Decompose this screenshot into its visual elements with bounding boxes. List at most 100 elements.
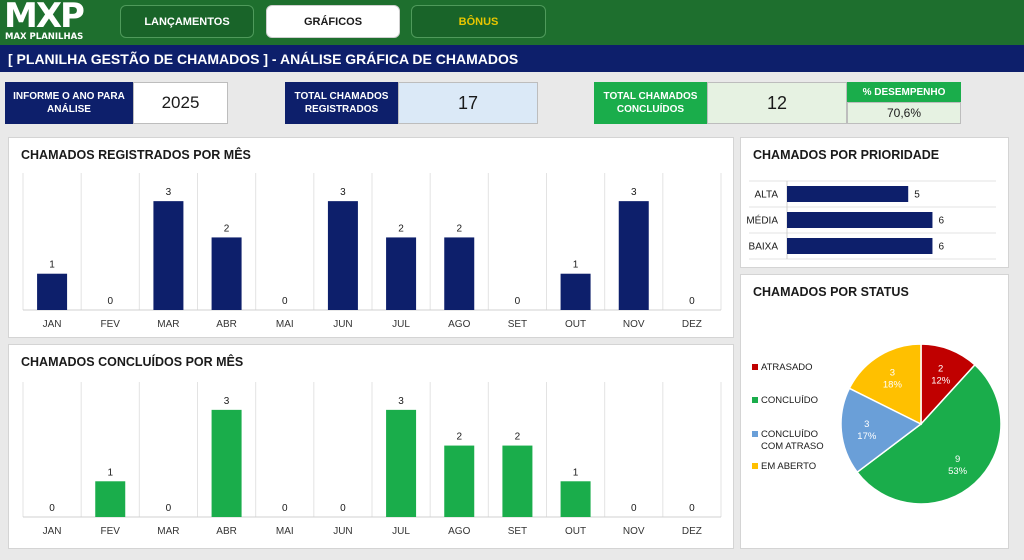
slice-percent-label: 53% [948,466,968,477]
slice-value-label: 2 [938,363,943,374]
logo-subtitle: MAX PLANILHAS [5,32,84,42]
logo-mark: MXP [4,0,85,36]
bar-value-label: 3 [398,396,404,407]
bar-value-label: 2 [224,223,230,234]
x-tick-label: JUN [333,526,352,537]
x-tick-label: FEV [101,319,121,330]
x-tick-label: JUL [392,319,410,330]
y-tick-label: BAIXA [749,242,779,253]
slice-percent-label: 12% [931,375,951,386]
x-tick-label: MAI [276,526,294,537]
bar-chart-completed: 0 JAN 1 FEV 0 MAR 3 ABR 0 MAI 0 JUN 3 JUL 2 AGO 2 SET 1 OUT… [22,382,722,537]
bar-abr [211,409,242,517]
nav-graficos-button[interactable]: GRÁFICOS [266,5,400,38]
bar-ago [444,445,475,517]
legend-swatch [752,364,758,370]
bar-value-label: 2 [515,432,521,443]
bar-value-label: 0 [166,503,172,514]
x-tick-label: MAR [157,526,179,537]
total-completed-label: TOTAL CHAMADOS CONCLUÍDOS [594,82,707,124]
slice-value-label: 3 [864,419,869,430]
bar-abr [211,237,242,310]
bar-value-label: 1 [573,467,579,478]
bar-value-label: 0 [689,503,695,514]
x-tick-label: JAN [43,526,62,537]
bar-value-label: 6 [938,242,944,253]
bar-value-label: 0 [107,296,113,307]
title-bar: [ PLANILHA GESTÃO DE CHAMADOS ] - ANÁLIS… [0,45,1024,72]
pie-slice-concluído [856,363,1002,505]
pie-chart-status: 212%953%317%318%ATRASADOCONCLUÍDOCONCLUÍ… [752,343,1002,505]
bar-out [560,481,591,517]
bar-value-label: 5 [914,190,920,201]
bar-set [502,445,533,517]
bar-ago [444,237,475,310]
x-tick-label: JUL [392,526,410,537]
x-tick-label: AGO [448,319,470,330]
legend-label: CONCLUÍDO COM ATRASO [761,429,824,452]
chart-registered-per-month: CHAMADOS REGISTRADOS POR MÊS 1 JAN 0 FEV 3 MA… [8,137,734,338]
total-completed-value: 12 [707,82,847,124]
x-tick-label: NOV [623,526,645,537]
bar-baixa [787,238,933,254]
x-tick-label: NOV [623,319,645,330]
bar-value-label: 2 [398,223,404,234]
chart-status: CHAMADOS POR STATUS 2 12% 9 53% 3 17% 3 18% ATRA… [740,274,1009,549]
chart-title: CHAMADOS CONCLUÍDOS POR MÊS [21,355,244,369]
top-bar: MXP MAX PLANILHAS LANÇAMENTOS GRÁFICOS B… [0,0,1024,45]
x-tick-label: FEV [101,526,121,537]
x-tick-label: OUT [565,319,586,330]
bar-média [787,212,933,228]
bar-value-label: 0 [49,503,55,514]
pie-slice-em-aberto [848,343,922,426]
chart-title: CHAMADOS POR STATUS [753,285,909,299]
legend-label: CONCLUÍDO [761,395,818,406]
chart-title: CHAMADOS POR PRIORIDADE [753,148,940,162]
legend-label: EM ABERTO [761,461,816,472]
bar-jul [386,409,417,517]
slice-value-label: 3 [890,368,895,379]
bar-value-label: 2 [456,223,462,234]
legend-swatch [752,463,758,469]
bar-value-label: 0 [631,503,637,514]
x-tick-label: MAI [276,319,294,330]
bar-out [560,273,591,310]
chart-priority: CHAMADOS POR PRIORIDADE ALTA 5 MÉDIA 6 BAIXA… [740,137,1009,268]
slice-value-label: 9 [955,454,960,465]
brand-logo: MXP MAX PLANILHAS [4,0,86,44]
year-label: INFORME O ANO PARA ANÁLISE [5,82,133,124]
x-tick-label: ABR [216,526,237,537]
nav-bonus-button[interactable]: BÔNUS [411,5,546,38]
bar-value-label: 0 [282,296,288,307]
bar-value-label: 1 [107,467,113,478]
bar-value-label: 0 [515,296,521,307]
chart-completed-per-month: CHAMADOS CONCLUÍDOS POR MÊS 0 JAN 1 FEV 0 MAR… [8,344,734,549]
total-registered-label: TOTAL CHAMADOS REGISTRADOS [285,82,398,124]
chart-title: CHAMADOS REGISTRADOS POR MÊS [21,148,251,162]
x-tick-label: JAN [43,319,62,330]
x-tick-label: OUT [565,526,586,537]
slice-percent-label: 18% [883,380,903,391]
slice-percent-label: 17% [857,431,877,442]
bar-value-label: 3 [340,187,346,198]
bar-value-label: 1 [49,260,55,271]
x-tick-label: ABR [216,319,237,330]
page-title: [ PLANILHA GESTÃO DE CHAMADOS ] - ANÁLIS… [8,51,519,67]
performance-value: 70,6% [847,102,961,124]
x-tick-label: SET [508,319,527,330]
year-input[interactable]: 2025 [133,82,228,124]
bar-jan [37,273,68,310]
bar-value-label: 6 [938,216,944,227]
x-tick-label: MAR [157,319,179,330]
pie-slice-concluído-com-atraso [840,387,923,474]
bar-value-label: 0 [689,296,695,307]
bar-fev [95,481,126,517]
performance-label: % DESEMPENHO [847,82,961,102]
bar-jul [386,237,417,310]
bar-jun [327,201,358,310]
bar-mar [153,201,184,310]
legend-swatch [752,397,758,403]
bar-value-label: 3 [166,187,172,198]
legend-label: ATRASADO [761,362,813,373]
nav-lancamentos-button[interactable]: LANÇAMENTOS [120,5,254,38]
